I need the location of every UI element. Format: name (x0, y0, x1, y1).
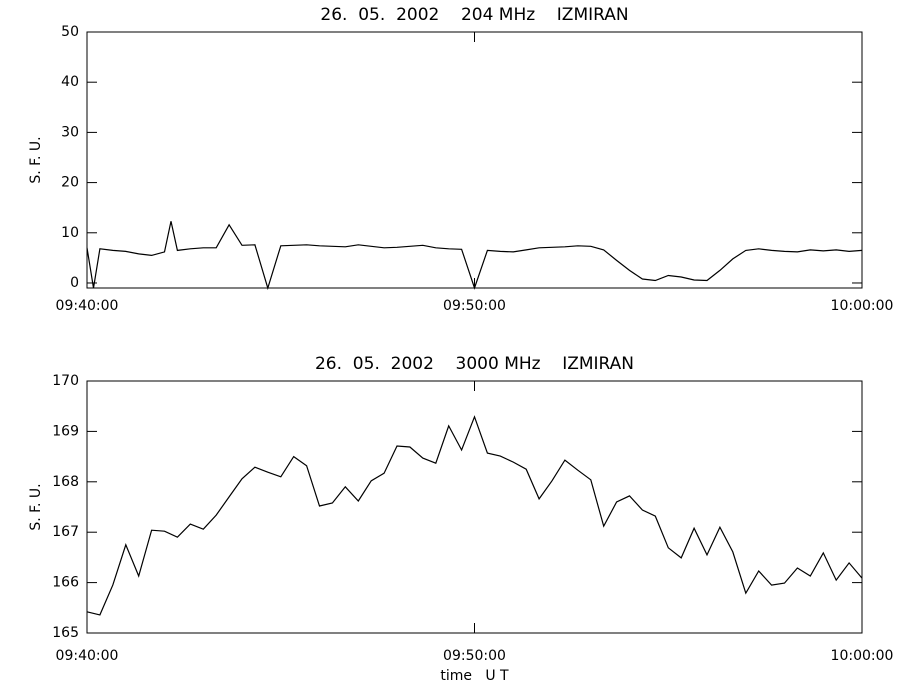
y-tick-label: 169 (52, 423, 79, 439)
y-axis-label: S. F. U. (28, 136, 44, 183)
y-tick-label: 0 (70, 275, 79, 291)
y-tick-label: 10 (61, 225, 79, 241)
x-tick-label: 09:50:00 (443, 648, 506, 664)
y-tick-label: 50 (61, 24, 79, 40)
x-axis-label: time U T (440, 668, 509, 684)
y-tick-label: 166 (52, 575, 79, 591)
chart-title: 26. 05. 2002 3000 MHz IZMIRAN (315, 354, 634, 374)
y-axis-label: S. F. U. (28, 483, 44, 530)
data-line (86, 415, 863, 616)
plot-frame (86, 31, 863, 289)
plot-frame (86, 380, 863, 634)
x-tick-label: 10:00:00 (831, 648, 894, 664)
x-tick-label: 10:00:00 (831, 298, 894, 314)
x-tick-label: 09:40:00 (56, 648, 119, 664)
y-tick-label: 168 (52, 474, 79, 490)
y-tick-label: 170 (52, 373, 79, 389)
chart-title: 26. 05. 2002 204 MHz IZMIRAN (320, 5, 628, 25)
y-tick-label: 167 (52, 524, 79, 540)
y-tick-label: 165 (52, 625, 79, 641)
y-tick-label: 20 (61, 175, 79, 191)
x-tick-label: 09:50:00 (443, 298, 506, 314)
y-tick-label: 30 (61, 124, 79, 140)
y-tick-label: 40 (61, 74, 79, 90)
data-line (86, 221, 863, 291)
x-tick-label: 09:40:00 (56, 298, 119, 314)
